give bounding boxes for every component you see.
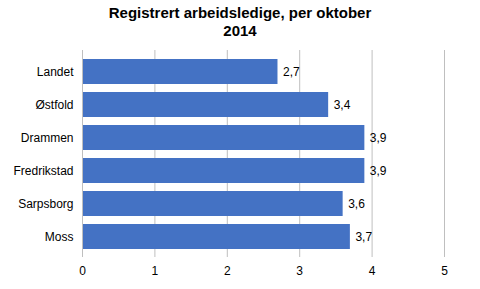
svg-text:3,4: 3,4 (334, 98, 351, 112)
svg-text:4: 4 (369, 264, 376, 278)
svg-text:Drammen: Drammen (21, 131, 74, 145)
svg-text:Landet: Landet (37, 65, 74, 79)
svg-text:Sarpsborg: Sarpsborg (18, 197, 73, 211)
svg-text:5: 5 (441, 264, 448, 278)
svg-text:3,9: 3,9 (370, 164, 387, 178)
svg-text:3,9: 3,9 (370, 131, 387, 145)
svg-text:2: 2 (224, 264, 231, 278)
svg-text:3,6: 3,6 (348, 197, 365, 211)
svg-text:3: 3 (296, 264, 303, 278)
svg-text:Fredrikstad: Fredrikstad (13, 164, 73, 178)
html-text:Registrert arbeidsledige, per: Registrert arbeidsledige, per oktober 20… (108, 4, 372, 39)
svg-text:Østfold: Østfold (35, 98, 73, 112)
svg-text:3,7: 3,7 (355, 230, 372, 244)
svg-text:0: 0 (79, 264, 86, 278)
svg-text:Moss: Moss (45, 230, 74, 244)
svg-text:1: 1 (152, 264, 159, 278)
svg-text:2,7: 2,7 (283, 65, 300, 79)
